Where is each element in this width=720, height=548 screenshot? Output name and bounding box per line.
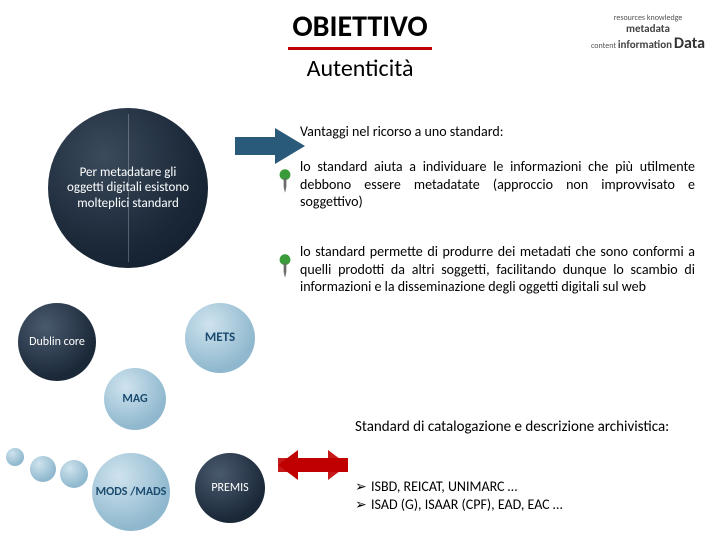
body-point-2: lo standard permette di produrre dei met…: [300, 243, 695, 296]
page-title: OBIETTIVO: [288, 8, 431, 50]
node-dublin-core: Dublin core: [18, 303, 96, 381]
wordcloud-graphic: resources knowledge metadata content inf…: [588, 14, 708, 52]
main-circle-label: Per metadatare gli oggetti digitali esis…: [66, 165, 190, 212]
body-catalog-list: ➢ISBD, REICAT, UNIMARC … ➢ISAD (G), ISAA…: [355, 478, 705, 513]
double-arrow-icon: [278, 448, 348, 482]
pushpin-icon: [276, 168, 294, 194]
body-catalog-heading: Standard di catalogazione e descrizione …: [355, 418, 705, 437]
decor-dot: [60, 460, 88, 488]
node-premis: PREMIS: [195, 453, 265, 523]
decor-dot: [6, 448, 24, 466]
body-point-1: lo standard aiuta a individuare le infor…: [300, 158, 695, 211]
node-mag: MAG: [104, 368, 166, 430]
node-mets: METS: [185, 303, 255, 373]
main-circle: Per metadatare gli oggetti digitali esis…: [48, 108, 208, 268]
pushpin-icon: [276, 253, 294, 279]
page-subtitle: Autenticità: [0, 54, 720, 83]
body-intro: Vantaggi nel ricorso a uno standard:: [300, 123, 690, 141]
node-mods: MODS /MADS: [92, 453, 170, 531]
arrow-right-icon: [235, 128, 305, 164]
decor-dot: [30, 456, 56, 482]
